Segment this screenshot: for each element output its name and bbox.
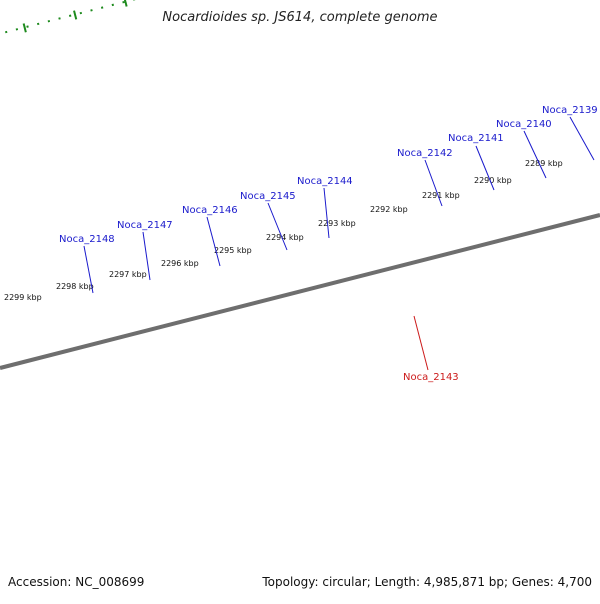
gene-leader-line [206,216,221,267]
gene-label[interactable]: Noca_2145 [240,191,296,202]
topology-summary: Topology: circular; Length: 4,985,871 bp… [262,575,592,589]
inner-major-tick [123,0,128,7]
scale-label: 2289 kbp [525,159,563,168]
scale-label: 2299 kbp [4,293,42,302]
page-title: Nocardioides sp. JS614, complete genome [162,10,438,25]
gene-label[interactable]: Noca_2140 [496,119,552,130]
scale-label: 2290 kbp [474,176,512,185]
scale-label: 2294 kbp [266,233,304,242]
gene-label[interactable]: Noca_2139 [542,105,598,116]
scale-label: 2293 kbp [318,219,356,228]
gene-label[interactable]: Noca_2141 [448,133,504,144]
inner-major-tick [73,10,78,20]
scale-label: 2292 kbp [370,205,408,214]
scale-label: 2296 kbp [161,259,199,268]
accession-text: Accession: NC_008699 [8,575,145,589]
gene-callouts: Noca_2148Noca_2147Noca_2146Noca_2145Noca… [59,105,598,383]
scale-label: 2291 kbp [422,191,460,200]
inner-major-tick [22,23,27,33]
scale-label: 2298 kbp [56,282,94,291]
gene-leader-line [267,202,288,251]
gene-leader-line [323,187,330,239]
scale-labels: 2299 kbp 2298 kbp 2297 kbp 2296 kbp 2295 kbp… [4,159,563,302]
scale-label: 2297 kbp [109,270,147,279]
gene-label[interactable]: Noca_2142 [397,148,453,159]
gene-label[interactable]: Noca_2147 [117,220,173,231]
gene-leader-line [424,159,443,207]
inner-scale-line [0,0,541,56]
gene-leader-line [142,231,151,281]
gene-leader-line [83,245,94,294]
genome-backbone [0,213,600,370]
inner-scale-ticks [22,0,128,33]
gene-leader-line [569,116,595,161]
gene-label[interactable]: Noca_2146 [182,205,238,216]
feature-track [0,0,541,56]
gene-leader-line [523,130,547,179]
scale-label: 2295 kbp [214,246,252,255]
gene-leader-line [475,145,495,191]
gene-label[interactable]: Noca_2143 [403,372,459,383]
gene-label[interactable]: Noca_2144 [297,176,353,187]
gene-leader-line [413,315,429,371]
gene-label[interactable]: Noca_2148 [59,234,115,245]
